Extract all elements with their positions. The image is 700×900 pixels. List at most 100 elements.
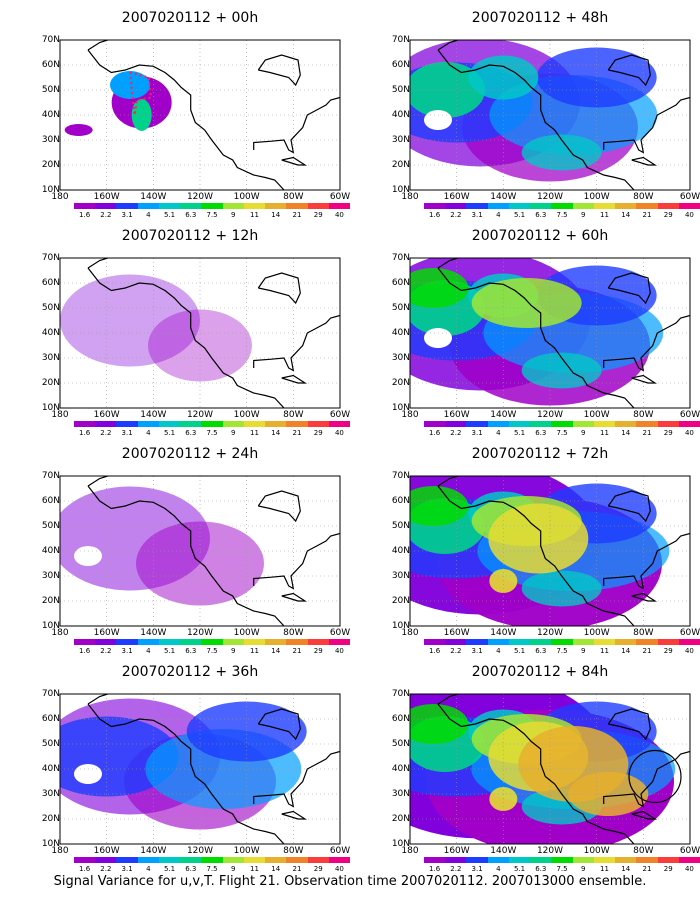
colorbar-label: 11	[250, 865, 259, 873]
variance-field	[60, 694, 340, 844]
lat-tick-label: 50N	[391, 85, 410, 95]
colorbar-label: 7.5	[206, 865, 218, 873]
colorbar-labels: 1.6 2.2 3.1 4 5.1 6.3 7.5 9 11 14 21 29 40	[424, 429, 700, 438]
colorbar-swatch	[530, 421, 552, 427]
colorbar-label: 1.6	[429, 211, 441, 219]
colorbar-label: 9	[231, 211, 236, 219]
lat-tick-label: 50N	[391, 303, 410, 313]
figure-caption: Signal Variance for u,v,T. Flight 21. Ob…	[53, 874, 647, 889]
colorbar-swatch	[201, 421, 223, 427]
colorbar-swatch	[466, 203, 488, 209]
colorbar-swatch	[551, 421, 573, 427]
colorbar-label: 7.5	[206, 211, 218, 219]
colorbar-labels: 1.6 2.2 3.1 4 5.1 6.3 7.5 9 11 14 21 29 40	[74, 865, 350, 874]
colorbar-label: 5.1	[163, 429, 176, 437]
lat-tick-label: 10N	[391, 839, 410, 849]
lon-tick-label: 100W	[233, 628, 260, 638]
lat-tick-label: 40N	[391, 764, 410, 774]
lat-tick-label: 60N	[391, 496, 410, 506]
lat-tick-label: 40N	[391, 110, 410, 120]
colorbar-label: 6.3	[185, 865, 197, 873]
panel-title: 2007020112 + 00h	[121, 10, 259, 26]
lon-tick-label: 60W	[679, 192, 700, 202]
colorbar-label: 1.6	[429, 647, 441, 655]
colorbar-label: 5.1	[513, 865, 526, 873]
lon-tick-label: 180	[401, 628, 419, 638]
colorbar-label: 21	[292, 211, 302, 219]
panel-title: 2007020112 + 48h	[471, 10, 609, 26]
colorbar-label: 29	[663, 429, 673, 437]
verification-region	[628, 749, 682, 804]
lon-tick-label: 60W	[679, 410, 700, 420]
colorbar-swatch	[551, 857, 573, 863]
forecast-panel: 2007020112 + 00h 70N 60N 50N 40N 30N 20N 10N 180…	[30, 10, 350, 220]
lat-tick-label: 70N	[41, 689, 60, 699]
colorbar-swatch	[265, 639, 287, 645]
colorbar-label: 40	[334, 211, 344, 219]
colorbar-label: 40	[684, 211, 694, 219]
colorbar-swatch	[74, 639, 96, 645]
lon-tick-label: 60W	[329, 192, 351, 202]
lat-tick-label: 20N	[391, 160, 410, 170]
map-frame	[409, 257, 691, 409]
colorbar-label: 3.1	[121, 429, 133, 437]
lat-tick-label: 30N	[391, 353, 410, 363]
colorbar-swatch	[116, 857, 138, 863]
lon-tick-label: 180	[51, 410, 69, 420]
forecast-panel: 2007020112 + 36h 70N 60N 50N 40N 30N 20N 10N 180…	[30, 664, 350, 874]
colorbar-swatch	[328, 639, 351, 645]
colorbar-swatch	[265, 203, 287, 209]
colorbar-swatch	[657, 203, 679, 209]
colorbar-label: 2.2	[100, 865, 112, 873]
colorbar-label: 14	[621, 647, 631, 655]
lon-tick-label: 100W	[583, 846, 610, 856]
colorbar-swatch	[243, 203, 266, 209]
lon-tick-label: 140W	[490, 410, 517, 420]
lon-tick-label: 160W	[93, 410, 120, 420]
lat-tick-label: 20N	[391, 814, 410, 824]
colorbar-swatch	[593, 857, 616, 863]
colorbar-swatch	[615, 203, 637, 209]
colorbar-label: 40	[334, 865, 344, 873]
colorbar-swatch	[116, 639, 138, 645]
colorbar-swatch	[307, 857, 329, 863]
lat-tick-label: 30N	[41, 571, 60, 581]
map-frame	[59, 257, 341, 409]
variance-map	[59, 693, 341, 845]
lon-tick-label: 140W	[140, 410, 167, 420]
lon-tick-label: 80W	[633, 628, 654, 638]
forecast-panel: 2007020112 + 12h 70N 60N 50N 40N 30N 20N 10N 180…	[30, 228, 350, 438]
colorbar-swatch	[678, 639, 700, 645]
colorbar-label: 40	[684, 865, 694, 873]
colorbar-swatch	[95, 639, 117, 645]
colorbar-label: 9	[231, 429, 236, 437]
lon-tick-label: 60W	[329, 628, 351, 638]
colorbar-swatch	[657, 421, 679, 427]
colorbar-label: 1.6	[79, 211, 91, 219]
colorbar-swatch	[116, 421, 138, 427]
colorbar-label: 3.1	[471, 211, 483, 219]
lat-tick-label: 30N	[41, 353, 60, 363]
lon-tick-label: 140W	[490, 628, 517, 638]
panel-title: 2007020112 + 12h	[121, 228, 259, 244]
colorbar-label: 4	[146, 647, 151, 655]
colorbar-swatch	[243, 857, 266, 863]
colorbar-swatch	[137, 421, 159, 427]
colorbar-label: 14	[271, 429, 281, 437]
colorbar-swatch	[657, 857, 679, 863]
lon-tick-label: 80W	[283, 628, 304, 638]
colorbar-swatch	[286, 857, 308, 863]
colorbar-label: 4	[496, 865, 501, 873]
colorbar-label: 4	[146, 429, 151, 437]
colorbar	[424, 203, 700, 209]
variance-field	[60, 40, 340, 190]
colorbar-swatch	[180, 639, 202, 645]
colorbar	[74, 857, 351, 863]
colorbar-label: 5.1	[163, 865, 176, 873]
colorbar-swatch	[487, 639, 509, 645]
colorbar-label: 4	[146, 865, 151, 873]
colorbar-label: 4	[496, 429, 501, 437]
lat-tick-label: 10N	[391, 621, 410, 631]
colorbar-swatch	[137, 639, 159, 645]
colorbar-label: 11	[250, 211, 259, 219]
